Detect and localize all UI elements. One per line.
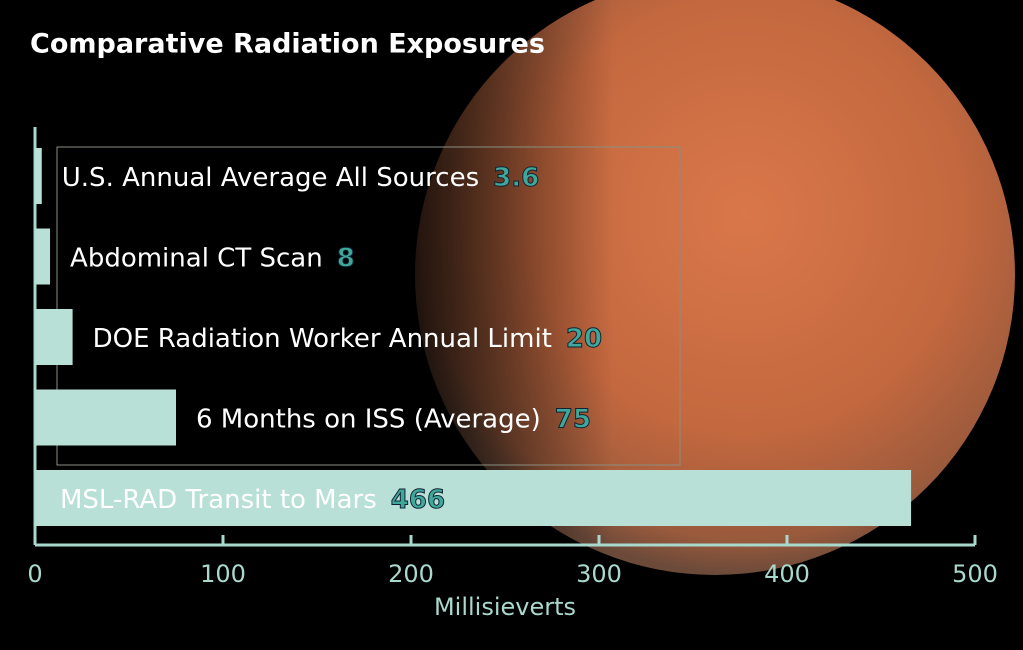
category-label: Abdominal CT Scan [70, 243, 323, 273]
bar [35, 309, 73, 365]
bar [35, 470, 912, 526]
chart-title: Comparative Radiation Exposures [30, 29, 545, 60]
value-label: 75 [555, 404, 591, 434]
bar-label: DOE Radiation Worker Annual Limit 20 [93, 324, 602, 354]
bar-label: Abdominal CT Scan 8 [70, 243, 355, 273]
bar [35, 148, 42, 204]
value-label: 3.6 [493, 163, 539, 193]
value-label: 8 [337, 243, 355, 273]
x-tick-label: 300 [576, 560, 622, 588]
bar-label: 6 Months on ISS (Average) 75 [196, 404, 591, 434]
bar [35, 228, 51, 285]
x-tick-label: 100 [200, 560, 246, 588]
category-label: 6 Months on ISS (Average) [196, 404, 541, 434]
x-tick-label: 200 [388, 560, 434, 588]
x-tick-label: 400 [764, 560, 810, 588]
value-label: 20 [566, 324, 602, 354]
category-label: MSL-RAD Transit to Mars [60, 485, 377, 515]
value-label: 466 [391, 485, 445, 515]
bar-label: MSL-RAD Transit to Mars 466 [60, 485, 445, 515]
x-tick-label: 0 [27, 560, 42, 588]
bar-label: U.S. Annual Average All Sources 3.6 [62, 163, 539, 193]
x-axis-label: Millisieverts [434, 593, 576, 621]
bar [35, 389, 176, 446]
frame [56, 146, 681, 466]
category-label: U.S. Annual Average All Sources [62, 163, 479, 193]
category-label: DOE Radiation Worker Annual Limit [93, 324, 552, 354]
x-tick-label: 500 [952, 560, 998, 588]
